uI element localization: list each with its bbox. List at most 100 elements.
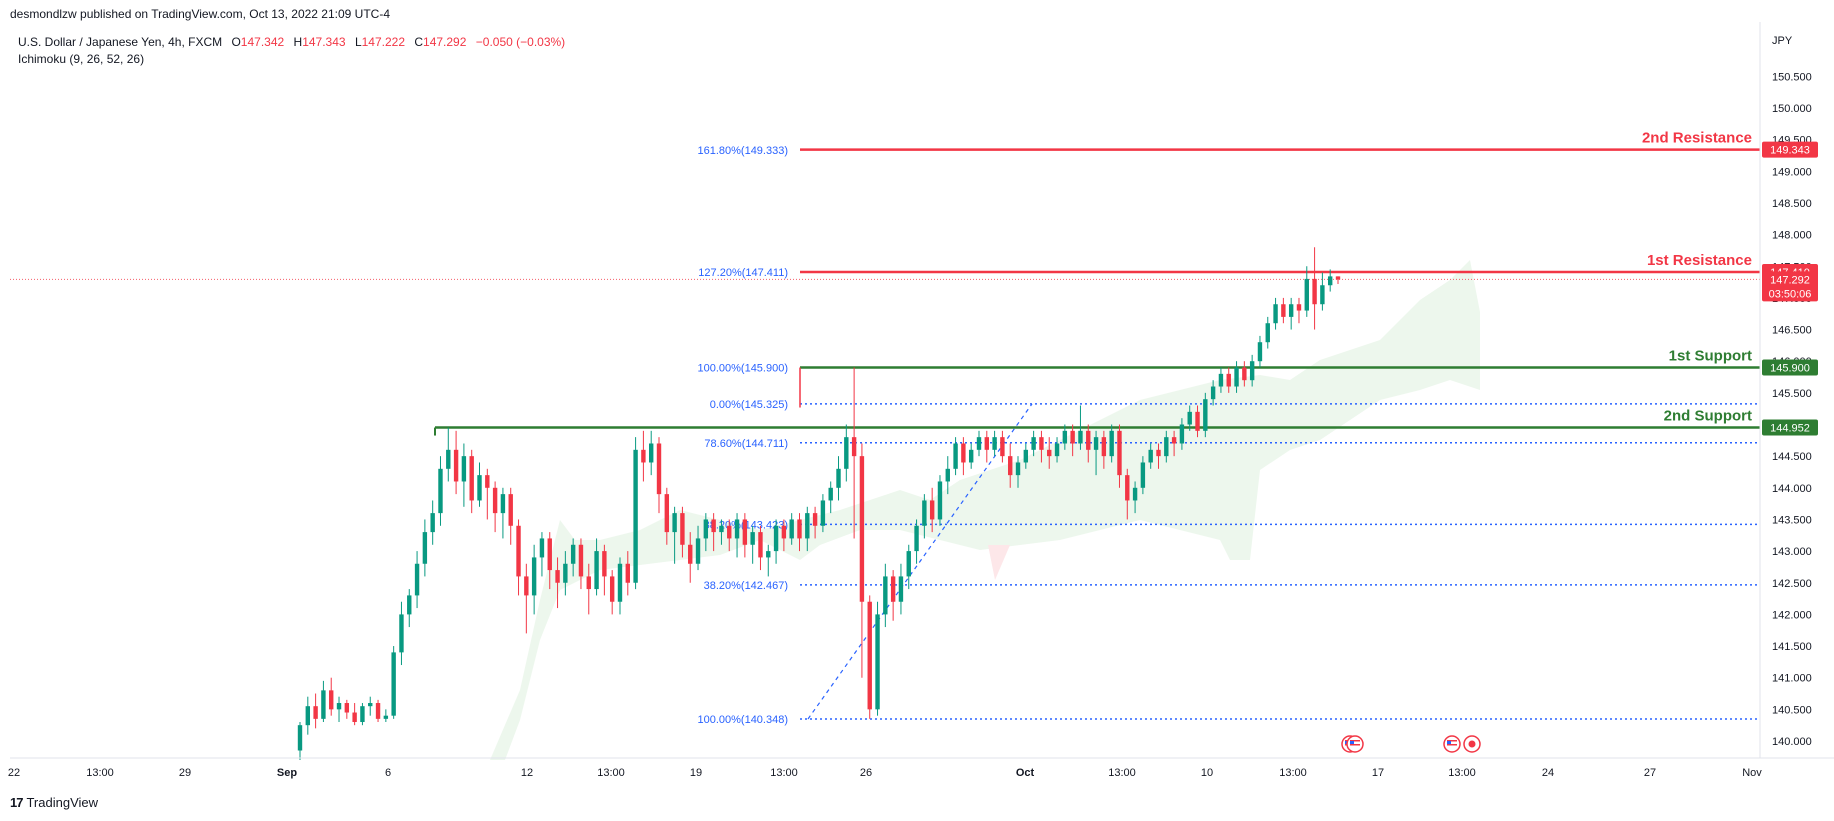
us-flag-icon[interactable] [1443, 735, 1461, 753]
candle-body [1078, 430, 1083, 444]
time-tick-label: 17 [1372, 767, 1384, 779]
symbol-label[interactable]: U.S. Dollar / Japanese Yen, 4h, FXCM [18, 35, 223, 49]
candle-body [1101, 437, 1107, 457]
candle-body [750, 532, 755, 545]
candle-body [937, 481, 943, 520]
candle-body [1023, 449, 1029, 463]
tradingview-logo[interactable]: 17 TradingView [10, 795, 98, 810]
low-value: 147.222 [361, 35, 406, 49]
candle-body [391, 652, 396, 716]
candle-body [555, 570, 560, 583]
candle-body [516, 525, 521, 577]
price-tick-label: 146.500 [1772, 325, 1812, 337]
candle-body [1000, 437, 1005, 457]
fib-retracement-label: 0.00%(145.325) [710, 399, 788, 411]
high-value: 147.343 [302, 35, 346, 49]
candle-body [594, 551, 599, 590]
candle-body [734, 519, 740, 539]
candle-body [742, 519, 748, 545]
candle-body [719, 525, 724, 533]
candle-body [1273, 304, 1278, 324]
candle-body [649, 443, 654, 463]
candle-body [524, 576, 529, 596]
candle-body [500, 494, 506, 514]
candle-body [508, 494, 513, 526]
candle-body [531, 557, 537, 596]
level-price-tag-text: 145.900 [1770, 363, 1810, 375]
event-icon-canton [1447, 741, 1451, 744]
fib-extension-label: 161.80%(149.333) [697, 145, 788, 157]
candle-body [727, 525, 732, 539]
candle-body [609, 576, 615, 602]
level-label: 1st Resistance [1647, 252, 1752, 269]
time-tick-label: 13:00 [597, 767, 625, 779]
time-tick-label: 6 [385, 767, 391, 779]
candle-body [1164, 437, 1169, 457]
candle-body [336, 703, 342, 710]
candle-body [1265, 323, 1270, 343]
candle-body [680, 513, 685, 545]
candle-body [375, 703, 381, 719]
indicator-label[interactable]: Ichimoku (9, 26, 52, 26) [18, 52, 145, 66]
candle-body [1156, 449, 1161, 457]
candle-body [1132, 487, 1138, 501]
time-tick-label: Nov [1742, 767, 1762, 779]
candle-body [711, 519, 716, 533]
price-tick-label: 144.500 [1772, 451, 1812, 463]
price-chart[interactable]: 161.80%(149.333)127.20%(147.411)100.00%(… [0, 0, 1834, 790]
us-flag-icon[interactable] [1346, 735, 1364, 753]
candle-body [399, 614, 404, 653]
candle-body [688, 544, 693, 564]
time-tick-label: 22 [8, 767, 20, 779]
candle-body [844, 437, 849, 469]
open-label: O [231, 35, 241, 49]
candle-body [1327, 276, 1333, 286]
level-label: 1st Support [1669, 348, 1752, 365]
candle-body [1210, 386, 1216, 400]
candle-body [352, 712, 357, 723]
candle-body [477, 475, 482, 501]
candle-body [1109, 430, 1114, 457]
candle-body [984, 437, 989, 450]
candle-body [563, 563, 568, 583]
candle-body [953, 443, 958, 469]
fib-extension-label: 127.20%(147.411) [698, 267, 788, 279]
level-price-tag [1762, 141, 1818, 158]
time-tick-label: 13:00 [770, 767, 798, 779]
candle-body [547, 538, 552, 571]
candle-body [422, 532, 428, 564]
fib-retracement-label: 78.60%(144.711) [704, 438, 788, 450]
price-tick-label: 145.500 [1772, 388, 1812, 400]
candle-body [1070, 430, 1075, 444]
candle-body [1296, 304, 1302, 311]
candle-body [461, 456, 467, 482]
candle-body [812, 513, 818, 526]
candle-body [1062, 430, 1068, 444]
candle-body [797, 519, 802, 539]
candle-body [1047, 449, 1052, 457]
price-tick-label: 143.000 [1772, 546, 1812, 558]
candle-body [898, 576, 904, 602]
candle-body [1288, 304, 1294, 317]
candle-body [578, 544, 584, 577]
candle-body [1031, 437, 1036, 450]
price-tick-label: 149.000 [1772, 166, 1812, 178]
candle-body [906, 551, 911, 577]
candle-body [1304, 278, 1309, 311]
time-tick-label: 19 [690, 767, 702, 779]
candle-body [617, 563, 623, 602]
currency-label: JPY [1772, 35, 1793, 47]
price-tick-label: 142.000 [1772, 609, 1812, 621]
time-tick-label: 12 [521, 767, 533, 779]
candle-body [414, 563, 420, 596]
candle-body [1015, 462, 1021, 476]
candle-body [297, 725, 303, 751]
candle-body [781, 525, 787, 539]
tradingview-logo-text: TradingView [26, 795, 99, 810]
economic-events[interactable] [1341, 735, 1481, 753]
candle-body [1171, 437, 1177, 444]
tradingview-mark-icon: 17 [10, 795, 24, 810]
candle-body [883, 576, 888, 615]
jp-flag-icon[interactable] [1463, 735, 1481, 753]
candle-body [1093, 437, 1099, 450]
